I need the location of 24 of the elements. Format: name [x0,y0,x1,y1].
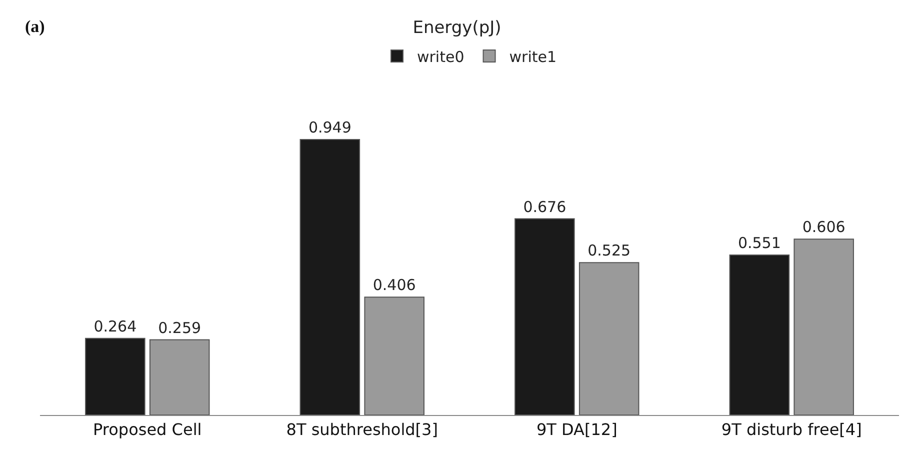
x-tick-label: 8T subthreshold[3] [286,420,438,440]
bar [514,218,575,415]
text: (a) [25,17,45,36]
data-label: 0.259 [158,318,202,337]
data-label: 0.949 [308,118,352,136]
bar [364,296,424,415]
x-tick-label: 9T disturb free[4] [721,420,862,440]
data-label: 0.551 [738,234,781,252]
x-tick-label: 9T DA[12] [536,420,618,440]
legend-label: write1 [509,48,557,66]
legend-label: write0 [417,48,464,66]
bar [794,238,854,415]
bar [300,139,360,415]
data-label: 0.264 [94,317,137,336]
chart-title: Energy(pJ) [412,18,502,38]
data-label: 0.525 [588,242,631,260]
bar [729,254,790,415]
bar [578,262,640,415]
data-label: 0.406 [372,276,416,294]
bar [149,339,210,415]
x-tick-label: Proposed Cell [93,420,202,440]
bar [85,338,146,415]
data-label: 0.606 [802,218,846,236]
data-label: 0.676 [523,198,566,216]
